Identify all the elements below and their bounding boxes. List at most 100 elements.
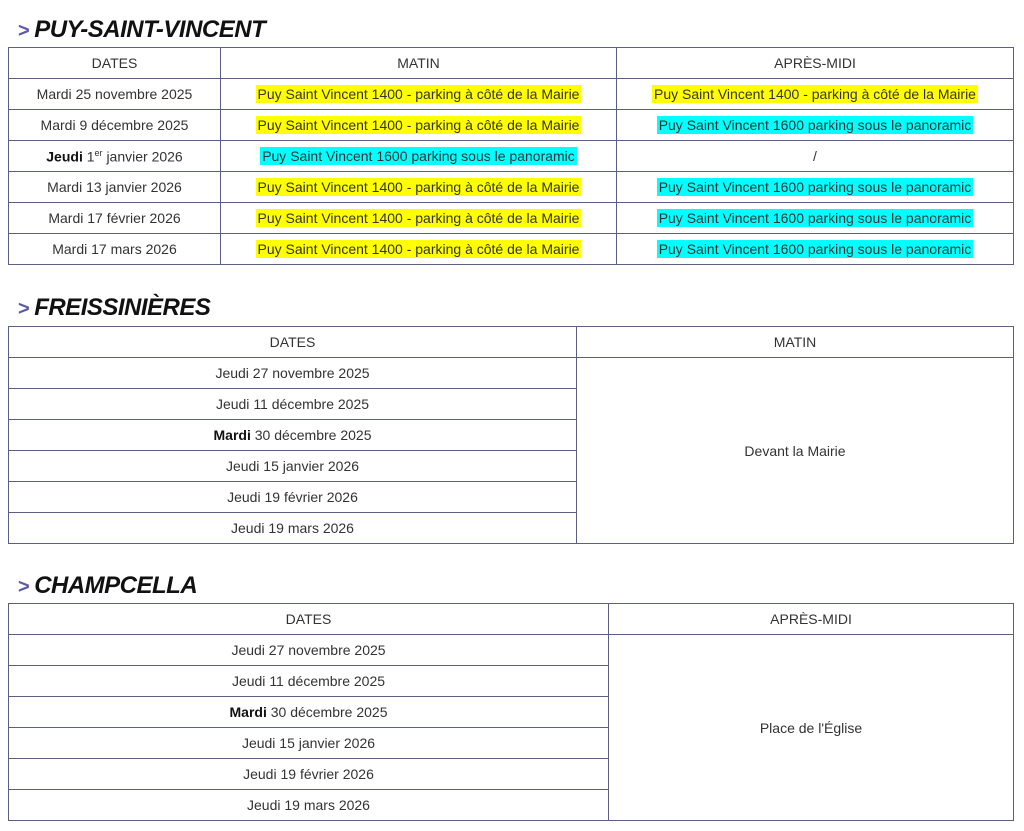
location-text: Puy Saint Vincent 1400 - parking à côté … — [255, 240, 582, 258]
section-heading-puy-saint-vincent: > PUY-SAINT-VINCENT — [18, 16, 266, 44]
weekday: Mardi — [47, 179, 83, 195]
day: 30 — [254, 427, 271, 443]
location-cell: Puy Saint Vincent 1400 - parking à côté … — [220, 171, 617, 203]
month-year: février 2026 — [299, 766, 374, 782]
date-cell: Mardi 30 décembre 2025 — [8, 696, 609, 728]
table-row: Mardi 30 décembre 2025 — [8, 696, 1014, 728]
date-cell: Jeudi 27 novembre 2025 — [8, 634, 609, 666]
column-header-matin: MATIN — [576, 326, 1014, 358]
schedule-table-puy-saint-vincent: DATES MATIN APRÈS-MIDI Mardi 25 novembre… — [8, 47, 1014, 265]
location-text: Puy Saint Vincent 1400 - parking à côté … — [255, 85, 582, 103]
location-cell: Puy Saint Vincent 1600 parking sous le p… — [616, 202, 1014, 234]
weekday: Mardi — [213, 427, 251, 443]
location-text: Puy Saint Vincent 1400 - parking à côté … — [255, 116, 582, 134]
day: 11 — [269, 673, 284, 689]
arrow-icon: > — [18, 576, 30, 598]
weekday: Jeudi — [215, 396, 250, 412]
date-cell: Jeudi 15 janvier 2026 — [8, 727, 609, 759]
weekday: Jeudi — [231, 520, 265, 536]
weekday: Mardi — [48, 210, 84, 226]
table-row: Jeudi 27 novembre 2025 Place de l'Église — [8, 634, 1014, 821]
column-header-dates: DATES — [8, 326, 577, 358]
weekday: Mardi — [229, 704, 267, 720]
day: 17 — [91, 241, 107, 257]
location-cell: Puy Saint Vincent 1600 parking sous le p… — [616, 171, 1014, 203]
table-row: Jeudi 27 novembre 2025 Devant la Mairie — [8, 357, 1014, 544]
day: 13 — [86, 179, 102, 195]
arrow-icon: > — [18, 298, 30, 320]
month-year: mars 2026 — [110, 241, 177, 257]
section-title: PUY-SAINT-VINCENT — [34, 16, 266, 43]
date-cell: Jeudi 19 février 2026 — [8, 481, 577, 513]
table-row: Mardi 25 novembre 2025 Puy Saint Vincent … — [8, 78, 1014, 110]
month-year: décembre 2025 — [274, 427, 372, 443]
month-year: décembre 2025 — [287, 673, 386, 689]
column-header-dates: DATES — [8, 603, 609, 635]
table-row: Jeudi 19 mars 2026 — [8, 512, 1014, 544]
table-header-row: DATES APRÈS-MIDI — [8, 603, 1014, 635]
date-cell: Mardi 25 novembre 2025 — [8, 78, 221, 110]
location-text: Puy Saint Vincent 1600 parking sous le p… — [260, 147, 577, 165]
table-row: Jeudi 1er janvier 2026 Puy Saint Vincent … — [8, 140, 1014, 172]
location-text: Puy Saint Vincent 1400 - parking à côté … — [255, 178, 582, 196]
arrow-icon: > — [18, 20, 30, 42]
weekday: Jeudi — [227, 489, 261, 505]
day: 25 — [75, 86, 92, 102]
date-cell: Mardi 17 février 2026 — [8, 202, 221, 234]
month-year: novembre 2025 — [95, 86, 193, 102]
location-cell: Puy Saint Vincent 1400 - parking à côté … — [220, 202, 617, 234]
table-row: Jeudi 15 janvier 2026 — [8, 727, 1014, 759]
weekday: Jeudi — [231, 642, 265, 658]
month-year: janvier 2026 — [298, 735, 376, 751]
weekday: Jeudi — [46, 148, 83, 165]
day: 30 — [270, 704, 287, 720]
date-cell: Mardi 13 janvier 2026 — [8, 171, 221, 203]
table-row: Jeudi 19 mars 2026 — [8, 789, 1014, 821]
day: 17 — [87, 210, 103, 226]
location-cell: Puy Saint Vincent 1600 parking sous le p… — [220, 140, 617, 172]
location-text: Puy Saint Vincent 1600 parking sous le p… — [656, 240, 974, 258]
location-text: Puy Saint Vincent 1400 - parking à côté … — [255, 209, 582, 227]
day: 19 — [280, 766, 297, 782]
weekday: Jeudi — [231, 673, 266, 689]
section-heading-champcella: > CHAMPCELLA — [18, 572, 198, 600]
month-year: février 2026 — [283, 489, 358, 505]
day: 27 — [252, 365, 269, 381]
month-year: novembre 2025 — [288, 642, 386, 658]
schedule-table-champcella: DATES APRÈS-MIDI Jeudi 27 novembre 2025 P… — [8, 603, 1014, 821]
meeting-place: Devant la Mairie — [576, 357, 1014, 544]
date-cell: Jeudi 19 mars 2026 — [8, 789, 609, 821]
column-header-apres-midi: APRÈS-MIDI — [616, 47, 1014, 79]
month-year: mars 2026 — [303, 797, 370, 813]
table-row: Mardi 9 décembre 2025 Puy Saint Vincent 1… — [8, 109, 1014, 141]
month-year: janvier 2026 — [106, 148, 183, 165]
day: 15 — [279, 735, 295, 751]
table-row: Jeudi 15 janvier 2026 — [8, 450, 1014, 482]
day: 19 — [284, 797, 300, 813]
table-header-row: DATES MATIN APRÈS-MIDI — [8, 47, 1014, 79]
day: 9 — [79, 117, 88, 133]
table-header-row: DATES MATIN — [8, 326, 1014, 358]
column-header-apres-midi: APRÈS-MIDI — [608, 603, 1014, 635]
location-text: Puy Saint Vincent 1400 - parking à côté … — [652, 85, 978, 103]
weekday: Jeudi — [225, 458, 260, 474]
table-row: Jeudi 19 février 2026 — [8, 758, 1014, 790]
weekday: Mardi — [40, 117, 76, 133]
section-heading-freissinieres: > FREISSINIÈRES — [18, 294, 211, 322]
weekday: Jeudi — [243, 766, 277, 782]
month-year: février 2026 — [106, 210, 181, 226]
month-year: décembre 2025 — [91, 117, 189, 133]
schedule-table-freissinieres: DATES MATIN Jeudi 27 novembre 2025 Devant… — [8, 326, 1014, 544]
weekday: Jeudi — [247, 797, 281, 813]
day: 27 — [268, 642, 285, 658]
column-header-matin: MATIN — [220, 47, 617, 79]
month-year: novembre 2025 — [272, 365, 370, 381]
weekday: Jeudi — [215, 365, 249, 381]
location-cell: Puy Saint Vincent 1600 parking sous le p… — [616, 233, 1014, 265]
table-row: Mardi 17 mars 2026 Puy Saint Vincent 1400… — [8, 233, 1014, 265]
day: 11 — [253, 396, 268, 412]
location-cell: Puy Saint Vincent 1400 - parking à côté … — [220, 233, 617, 265]
date-cell: Jeudi 11 décembre 2025 — [8, 665, 609, 697]
date-cell: Jeudi 19 février 2026 — [8, 758, 609, 790]
date-cell: Mardi 9 décembre 2025 — [8, 109, 221, 141]
